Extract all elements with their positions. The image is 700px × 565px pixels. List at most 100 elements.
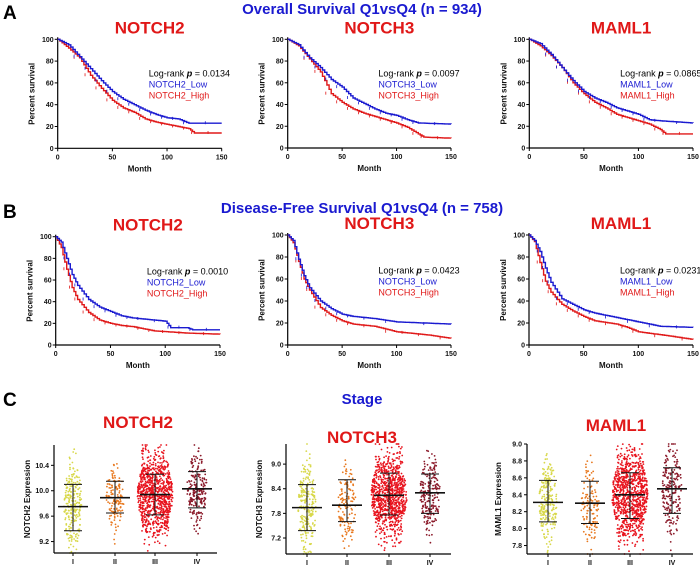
data-point xyxy=(111,473,114,475)
data-point xyxy=(612,481,615,484)
data-point xyxy=(351,489,354,492)
data-point xyxy=(200,460,203,463)
data-point xyxy=(405,497,408,499)
data-point xyxy=(168,500,171,503)
data-point xyxy=(394,521,397,524)
data-point xyxy=(309,481,311,484)
data-point xyxy=(66,496,68,499)
data-point xyxy=(676,458,678,461)
data-point xyxy=(637,466,640,469)
data-point xyxy=(394,532,396,535)
data-point xyxy=(303,508,306,511)
data-point xyxy=(149,527,152,529)
data-point xyxy=(426,515,429,518)
data-point xyxy=(142,523,145,526)
data-point xyxy=(159,472,162,475)
data-point xyxy=(67,497,70,500)
data-point xyxy=(198,490,201,493)
data-point xyxy=(673,477,675,480)
data-point xyxy=(669,499,672,502)
data-point xyxy=(146,485,149,488)
data-point xyxy=(662,484,665,487)
data-point xyxy=(666,502,668,505)
data-point xyxy=(618,531,620,533)
data-point xyxy=(384,516,387,519)
data-point xyxy=(199,454,202,457)
data-point xyxy=(380,544,383,547)
data-point xyxy=(343,513,345,516)
data-point xyxy=(171,497,174,499)
data-point xyxy=(69,543,72,546)
survival-curve-notch3-low xyxy=(287,234,452,325)
data-point xyxy=(541,506,544,508)
data-point xyxy=(627,525,630,527)
data-point xyxy=(635,525,638,528)
y-tick-label: 20 xyxy=(518,124,526,131)
data-point xyxy=(638,480,641,483)
data-point xyxy=(546,458,548,460)
data-point xyxy=(195,521,198,523)
x-tick-label: II xyxy=(588,560,592,565)
data-point xyxy=(644,489,647,492)
data-point xyxy=(65,528,67,530)
data-point xyxy=(152,505,155,508)
data-point xyxy=(637,454,640,456)
data-point xyxy=(141,485,143,488)
data-point xyxy=(669,530,671,533)
data-point xyxy=(303,519,306,522)
data-point xyxy=(586,486,589,488)
data-point xyxy=(192,494,195,497)
data-point xyxy=(589,454,592,457)
data-point xyxy=(435,483,438,486)
data-point xyxy=(645,480,647,482)
data-point xyxy=(395,467,398,469)
data-point xyxy=(350,480,352,483)
y-tick-label: 60 xyxy=(46,80,54,87)
data-point xyxy=(391,479,394,482)
data-point xyxy=(108,487,111,489)
data-point xyxy=(617,462,620,464)
data-point xyxy=(392,484,395,487)
data-point xyxy=(555,493,558,496)
data-point xyxy=(623,519,626,522)
data-point xyxy=(350,500,352,503)
data-point xyxy=(306,459,308,462)
data-point xyxy=(394,517,397,520)
data-point xyxy=(142,474,145,477)
data-point xyxy=(404,503,406,506)
data-point xyxy=(545,474,548,477)
data-point xyxy=(435,507,438,509)
data-point xyxy=(155,467,157,470)
data-point xyxy=(397,471,400,474)
data-point xyxy=(139,499,142,501)
data-point xyxy=(637,463,640,466)
data-point xyxy=(202,490,205,493)
data-point xyxy=(109,483,111,486)
data-point xyxy=(438,505,440,508)
x-axis-label: Month xyxy=(357,164,381,173)
data-point xyxy=(612,489,614,492)
x-tick-label: I xyxy=(306,560,308,565)
data-point xyxy=(149,530,151,533)
data-point xyxy=(312,493,314,496)
data-point xyxy=(590,485,593,488)
data-point xyxy=(385,470,388,472)
data-point xyxy=(64,497,66,499)
chart-title: NOTCH3 xyxy=(327,428,397,447)
data-point xyxy=(387,457,390,460)
data-point xyxy=(197,473,200,476)
data-point xyxy=(391,539,394,542)
chart-title: MAML1 xyxy=(586,416,646,435)
data-point xyxy=(669,549,672,552)
data-point xyxy=(665,521,667,524)
data-point xyxy=(397,533,400,535)
data-point xyxy=(402,503,404,506)
data-point xyxy=(197,450,200,453)
data-point xyxy=(193,524,195,527)
data-point xyxy=(668,495,671,498)
data-point xyxy=(398,520,400,523)
data-point xyxy=(622,498,624,501)
data-point xyxy=(121,509,124,512)
data-point xyxy=(167,505,170,508)
